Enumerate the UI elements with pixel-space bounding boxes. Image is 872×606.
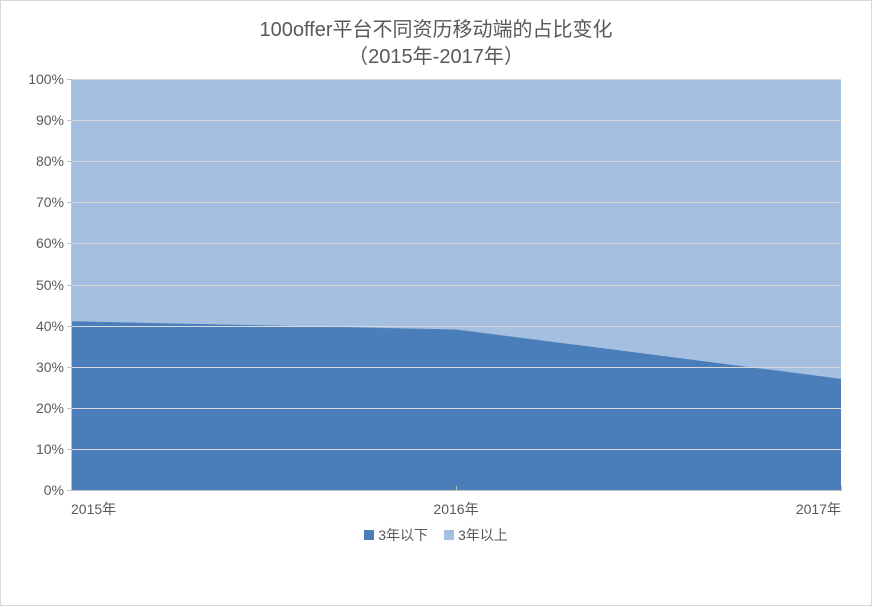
legend: 3年以下 3年以上	[13, 525, 859, 545]
gridline	[72, 243, 841, 244]
title-line-1: 100offer平台不同资历移动端的占比变化	[13, 17, 859, 44]
chart-title: 100offer平台不同资历移动端的占比变化 （2015年-2017年）	[13, 17, 859, 71]
x-tick	[71, 486, 72, 491]
x-tick	[841, 486, 842, 491]
plot-wrap: 0%10%20%30%40%50%60%70%80%90%100% 2015年2…	[71, 79, 841, 519]
legend-swatch	[364, 530, 374, 540]
legend-label: 3年以下	[378, 525, 428, 545]
legend-label: 3年以上	[458, 525, 508, 545]
gridline	[72, 326, 841, 327]
gridline	[72, 449, 841, 450]
gridline	[72, 202, 841, 203]
y-axis-label: 10%	[36, 441, 72, 457]
y-axis-label: 0%	[44, 482, 72, 498]
title-line-2: （2015年-2017年）	[13, 44, 859, 71]
legend-item: 3年以上	[444, 525, 508, 545]
x-axis-label: 2015年	[71, 499, 116, 519]
x-axis-label: 2016年	[433, 499, 478, 519]
gridline	[72, 161, 841, 162]
x-axis-label: 2017年	[796, 499, 841, 519]
legend-swatch	[444, 530, 454, 540]
y-axis-label: 40%	[36, 318, 72, 334]
gridline	[72, 79, 841, 80]
y-axis-label: 60%	[36, 235, 72, 251]
x-axis-labels: 2015年 2016年 2017年	[71, 495, 841, 519]
gridline	[72, 285, 841, 286]
y-axis-label: 50%	[36, 277, 72, 293]
y-axis-label: 30%	[36, 359, 72, 375]
x-tick	[456, 486, 457, 491]
gridline	[72, 408, 841, 409]
plot-area: 0%10%20%30%40%50%60%70%80%90%100%	[71, 79, 841, 491]
y-axis-label: 100%	[28, 71, 72, 87]
y-axis-label: 80%	[36, 153, 72, 169]
chart-container: 100offer平台不同资历移动端的占比变化 （2015年-2017年） 0%1…	[0, 0, 872, 606]
y-axis-label: 70%	[36, 194, 72, 210]
legend-item: 3年以下	[364, 525, 428, 545]
y-axis-label: 20%	[36, 400, 72, 416]
gridline	[72, 367, 841, 368]
gridline	[72, 120, 841, 121]
y-axis-label: 90%	[36, 112, 72, 128]
